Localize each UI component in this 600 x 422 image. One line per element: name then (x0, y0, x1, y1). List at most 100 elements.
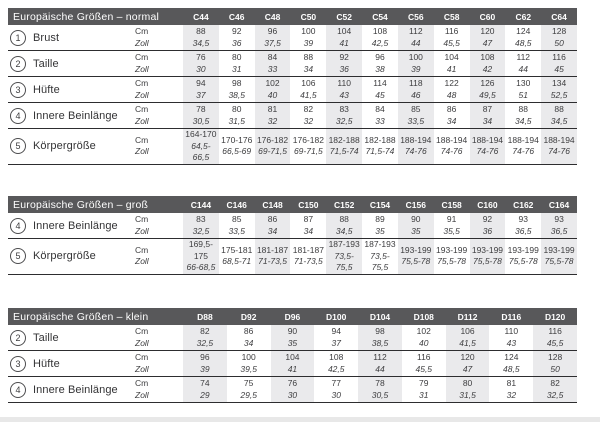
cell-cm-value: 87 (482, 104, 493, 114)
data-cell: 88 34,5 (505, 103, 541, 128)
row-label: Taille (33, 57, 59, 70)
row-label-cell: 4 Innere Beinlänge (8, 103, 135, 128)
row-number-badge: 3 (10, 355, 26, 372)
data-cell: 175-181 68,5-71 (219, 239, 255, 274)
unit-cell: Cm Zoll (135, 103, 183, 128)
cell-cm-value: 82 (200, 326, 210, 336)
cell-zoll-value: 32,5 (546, 389, 564, 400)
cell-zoll-value: 74-76 (512, 146, 535, 157)
cell-zoll-value: 35,5 (443, 225, 460, 236)
column-header: C62 (515, 11, 532, 22)
cell-cm-value: 88 (339, 214, 349, 224)
data-cell: 124 48,5 (505, 25, 541, 50)
data-cell: 96 38 (362, 51, 398, 76)
unit-cm-label: Cm (135, 244, 149, 255)
cell-zoll-value: 39 (303, 37, 314, 48)
data-cell: 116 45,5 (533, 325, 577, 350)
cell-cm-value: 116 (552, 52, 566, 62)
row-number-badge: 1 (10, 29, 26, 46)
cell-zoll-value: 34,5 (550, 115, 568, 126)
column-header: C154 (369, 199, 391, 210)
cell-zoll-value: 35 (411, 225, 421, 236)
unit-cm-label: Cm (135, 78, 149, 88)
data-cell: 75 29,5 (227, 377, 271, 402)
cell-zoll-value: 38,5 (371, 337, 389, 348)
cell-cm-value: 130 (516, 78, 531, 88)
cell-cm-value: 110 (337, 78, 351, 88)
row-label: Taille (33, 331, 59, 344)
cell-cm-value: 92 (482, 214, 493, 224)
column-header: D100 (326, 311, 347, 322)
cell-cm-value: 78 (375, 378, 385, 388)
cell-zoll-value: 35 (287, 337, 298, 348)
cell-cm-value: 122 (444, 78, 459, 88)
unit-zoll-label: Zoll (135, 389, 149, 400)
unit-cell: Cm Zoll (135, 213, 183, 238)
cell-zoll-value: 45,5 (443, 37, 460, 48)
data-cell: 193-199 75,5-78 (434, 239, 470, 274)
column-header: C60 (479, 11, 496, 22)
cell-cm-value: 80 (462, 378, 473, 388)
data-cell: 74 29 (183, 377, 227, 402)
cell-zoll-value: 66-68,5 (186, 262, 216, 272)
cell-cm-value: 114 (373, 78, 387, 88)
cell-cm-value: 94 (196, 78, 206, 88)
cell-zoll-value: 73,5-75,5 (370, 250, 390, 273)
cell-zoll-value: 39 (200, 363, 210, 374)
cell-zoll-value: 40 (267, 89, 278, 100)
data-cell: 114 45 (362, 77, 398, 102)
cell-cm-value: 88 (554, 104, 564, 114)
data-cell: 82 32,5 (533, 377, 577, 402)
data-cell: 86 34 (434, 103, 470, 128)
cell-cm-value: 88 (303, 52, 314, 62)
cell-zoll-value: 69-71,5 (258, 146, 287, 157)
column-header: D116 (501, 311, 522, 322)
data-cell: 193-199 75,5-78 (541, 239, 577, 274)
cell-cm-value: 120 (460, 352, 475, 362)
data-cell: 92 36 (326, 51, 363, 76)
cell-cm-value: 128 (551, 26, 567, 36)
unit-cm-label: Cm (135, 352, 149, 362)
cell-zoll-value: 52,5 (550, 89, 568, 100)
data-cell: 96 39 (183, 351, 227, 376)
cell-cm-value: 93 (554, 214, 564, 224)
data-cell: 130 51 (505, 77, 541, 102)
data-cell: 102 40 (402, 325, 446, 350)
data-cell: 108 42,5 (362, 25, 398, 50)
unit-cell: Cm Zoll (135, 51, 183, 76)
unit-cm-label: Cm (135, 214, 149, 224)
cell-zoll-value: 48,5 (503, 363, 520, 374)
cell-zoll-value: 38,5 (228, 89, 245, 100)
data-cell: 82 32 (290, 103, 326, 128)
data-cell: 84 33 (254, 51, 291, 76)
data-cell: 112 44 (505, 51, 541, 76)
cell-zoll-value: 30 (287, 389, 298, 400)
cell-cm-value: 134 (551, 78, 567, 88)
data-cell: 110 43 (489, 325, 533, 350)
data-cell: 106 41,5 (290, 77, 326, 102)
cell-cm-value: 79 (419, 378, 429, 388)
cell-zoll-value: 42 (482, 63, 493, 74)
table-row: 1 Brust Cm Zoll 88 34,5 92 36 96 37,5 100 39 104 41 10… (8, 25, 577, 51)
cell-zoll-value: 45 (375, 89, 385, 100)
cell-cm-value: 86 (243, 326, 254, 336)
data-cell: 169,5-175 66-68,5 (183, 239, 219, 274)
cell-cm-value: 86 (267, 214, 278, 224)
cell-cm-value: 85 (231, 214, 242, 224)
cell-zoll-value: 37,5 (264, 37, 281, 48)
cell-zoll-value: 41 (287, 363, 298, 374)
cell-zoll-value: 47 (482, 37, 493, 48)
cell-zoll-value: 31,5 (228, 115, 245, 126)
row-label: Körpergröße (33, 140, 96, 153)
cell-zoll-value: 45,5 (546, 337, 564, 348)
cell-zoll-value: 32 (303, 115, 314, 126)
cell-cm-value: 126 (480, 78, 495, 88)
size-table-gross: Europäische Größen – groß C144 C146 C148 C15… (8, 196, 577, 275)
data-cell: 170-176 66,5-69 (219, 129, 255, 164)
data-cell: 86 34 (227, 325, 271, 350)
data-cell: 90 35 (397, 213, 434, 238)
cell-cm-value: 102 (416, 326, 431, 336)
data-cell: 78 30,5 (183, 103, 219, 128)
cell-zoll-value: 37 (331, 337, 341, 348)
row-number-badge: 4 (10, 381, 26, 398)
